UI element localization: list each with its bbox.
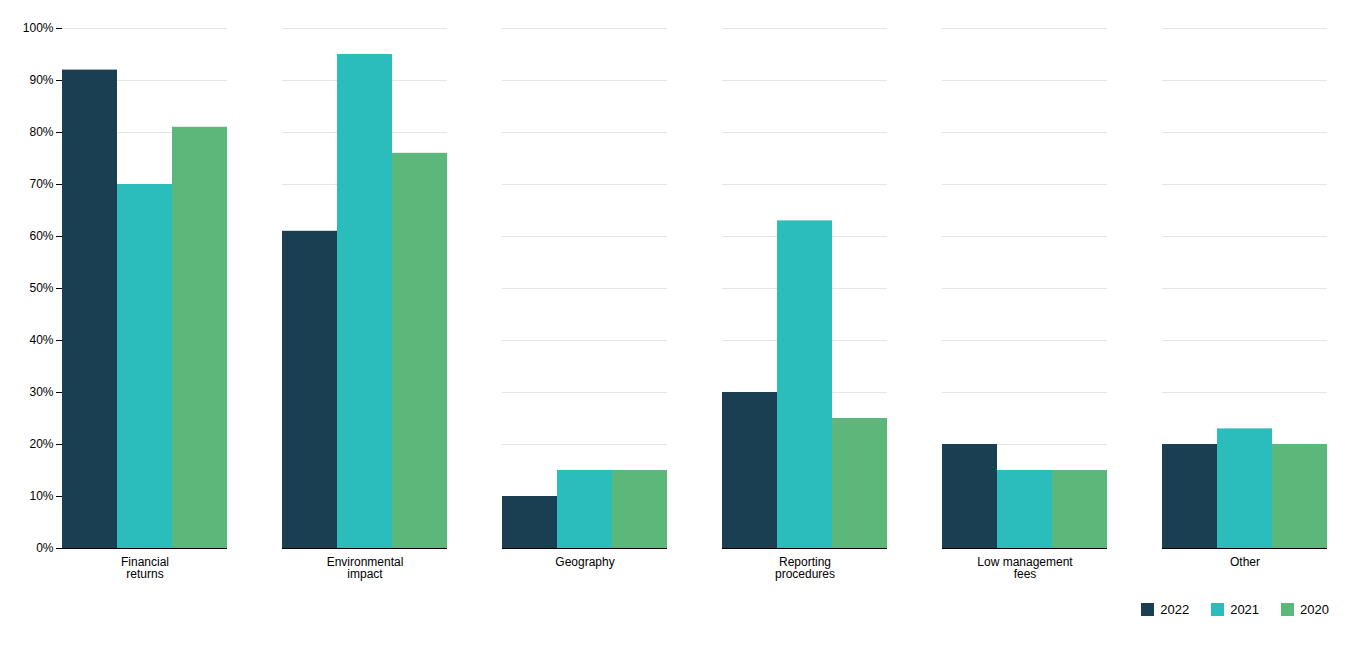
svg-text:Other: Other xyxy=(1230,555,1260,569)
svg-text:Financialreturns: Financialreturns xyxy=(121,555,169,581)
svg-text:40%: 40% xyxy=(29,333,53,347)
svg-text:10%: 10% xyxy=(29,489,53,503)
svg-text:Geography: Geography xyxy=(555,555,614,569)
html-text:2020: 2020 xyxy=(1300,602,1329,617)
svg-text:Reportingprocedures: Reportingprocedures xyxy=(775,555,835,581)
svg-text:Low managementfees: Low managementfees xyxy=(977,555,1073,581)
svg-text:60%: 60% xyxy=(29,229,53,243)
html-text:2021: 2021 xyxy=(1230,602,1260,617)
svg-text:90%: 90% xyxy=(29,73,53,87)
svg-text:80%: 80% xyxy=(29,125,53,139)
html-text:2022: 2022 xyxy=(1160,602,1190,617)
svg-text:30%: 30% xyxy=(29,385,53,399)
svg-text:50%: 50% xyxy=(29,281,53,295)
svg-text:70%: 70% xyxy=(29,177,53,191)
svg-text:20%: 20% xyxy=(29,437,53,451)
svg-text:100%: 100% xyxy=(23,21,54,35)
svg-text:Environmentalimpact: Environmentalimpact xyxy=(327,555,404,581)
svg-text:0%: 0% xyxy=(36,541,54,555)
